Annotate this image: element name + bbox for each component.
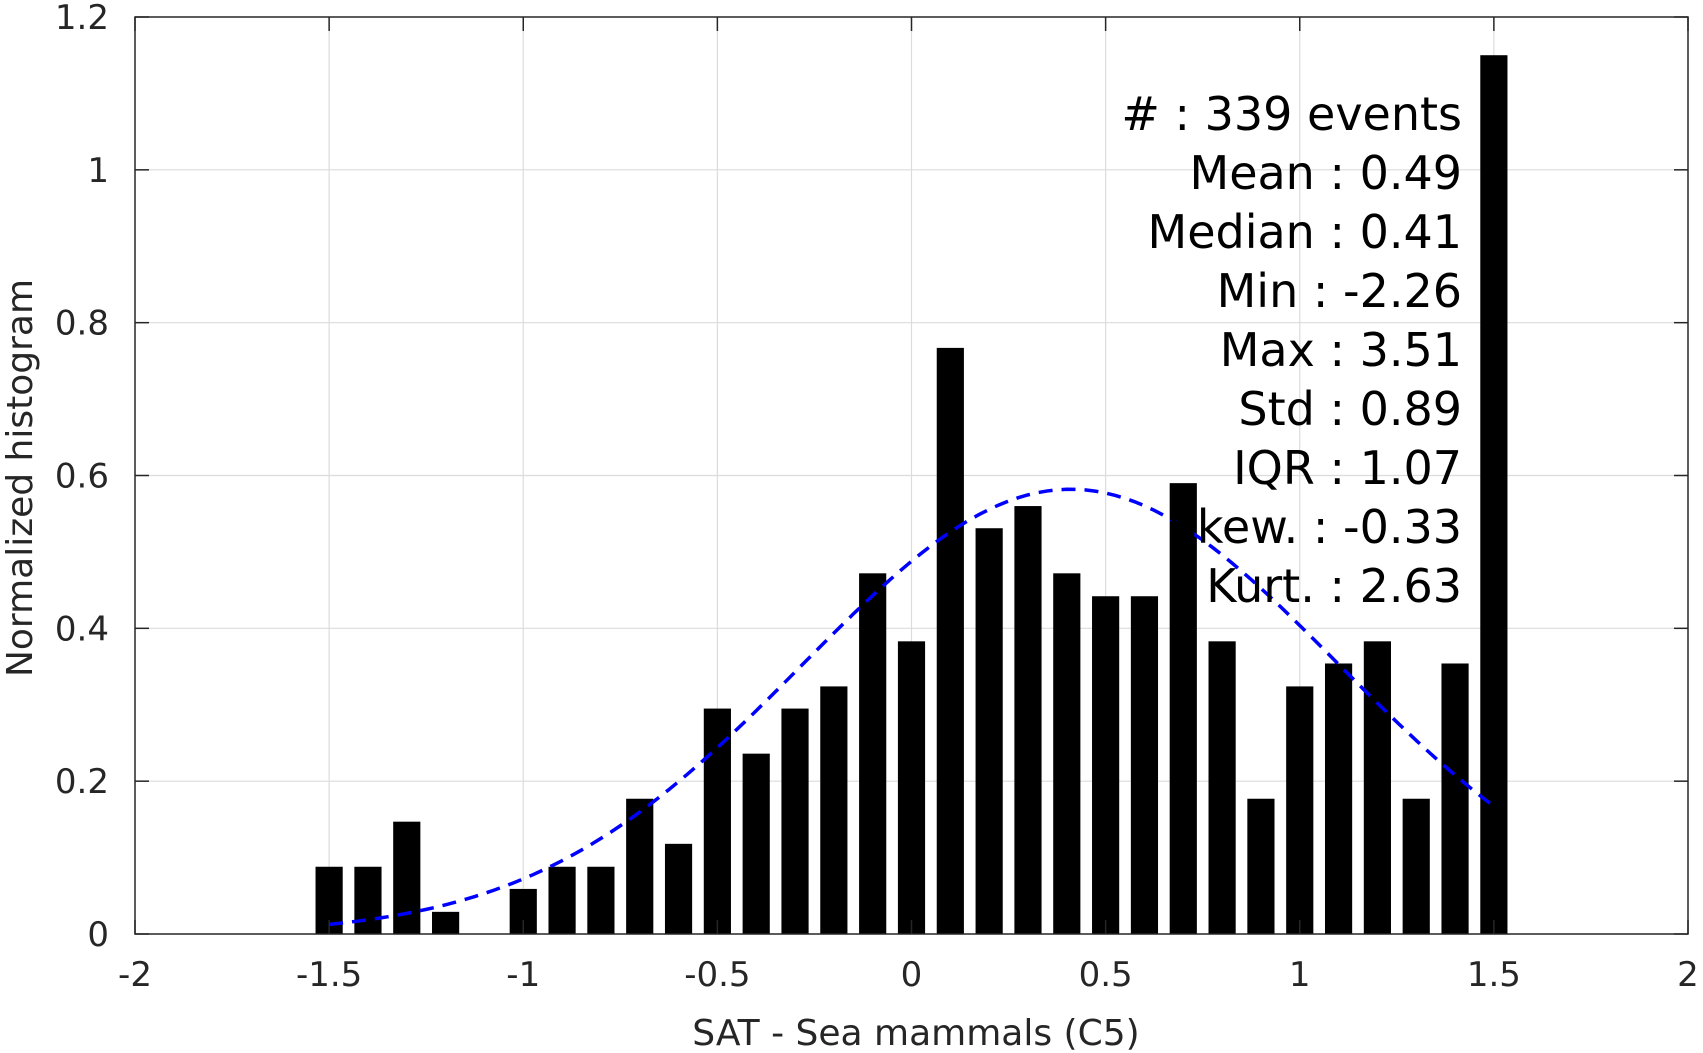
histogram-bar: [1053, 573, 1081, 934]
histogram-bar: [1092, 596, 1120, 934]
histogram-bar: [393, 821, 421, 934]
histogram-bar: [1441, 663, 1469, 934]
histogram-bar: [742, 753, 770, 934]
x-tick-label: 0: [901, 955, 923, 995]
x-tick-labels: -2 -1.5 -1 -0.5 0 0.5 1 1.5 2: [118, 955, 1699, 995]
fit-curve-layer: [328, 487, 1495, 927]
grid-lines: [135, 17, 1688, 934]
x-tick-label: 2: [1677, 955, 1699, 995]
stat-line: Min : -2.26: [1217, 264, 1462, 318]
histogram-bar: [975, 528, 1003, 934]
histogram-bar: [1480, 55, 1508, 935]
histogram-bar: [703, 708, 731, 934]
y-tick-labels: 0 0.2 0.4 0.6 0.8 1 1.2: [55, 0, 109, 955]
x-tick-label: 1.5: [1467, 955, 1521, 995]
x-tick-label: -1.5: [296, 955, 362, 995]
x-tick-label: 0.5: [1079, 955, 1133, 995]
axes: [134, 16, 1689, 935]
histogram-bar: [1014, 506, 1042, 934]
stat-line: Median : 0.41: [1148, 205, 1462, 259]
stat-line: IQR : 1.07: [1233, 441, 1462, 495]
y-tick-label: 0.6: [55, 457, 109, 497]
histogram-bar: [1363, 641, 1391, 934]
histogram-bar: [548, 866, 576, 934]
histogram-bar: [1247, 798, 1275, 934]
histogram-bar: [897, 641, 926, 934]
normal-fit-curve: [328, 487, 1495, 927]
y-axis-label: Normalized histogram: [0, 279, 41, 677]
histogram-bar: [587, 866, 615, 934]
stat-line: Kurt. : 2.63: [1206, 559, 1462, 613]
histogram-bar: [859, 573, 887, 934]
y-tick-label: 0: [87, 915, 109, 955]
histogram-bar: [1130, 596, 1159, 934]
histogram-bar: [1402, 798, 1430, 934]
y-tick-label: 0.4: [55, 609, 109, 649]
histogram-bar: [1324, 663, 1353, 934]
histogram-bar: [664, 843, 693, 934]
histogram-bar: [1208, 641, 1236, 934]
x-axis-label: SAT - Sea mammals (C5): [692, 1013, 1139, 1053]
histogram-bar: [1169, 483, 1197, 934]
x-tick-label: -1: [506, 955, 540, 995]
histogram-bars: [315, 55, 1508, 935]
stat-line: # : 339 events: [1121, 87, 1462, 141]
y-tick-label: 1: [87, 151, 109, 191]
histogram-bar: [432, 911, 460, 934]
x-tick-label: 1: [1289, 955, 1311, 995]
y-tick-label: 0.8: [55, 304, 109, 344]
histogram-bar: [936, 347, 964, 934]
x-tick-label: -2: [118, 955, 152, 995]
histogram-bar: [626, 798, 654, 934]
histogram-bar: [820, 686, 848, 934]
stat-line: Skew. : -0.33: [1168, 500, 1462, 554]
histogram-bar: [1286, 686, 1314, 934]
stat-line: Std : 0.89: [1238, 382, 1462, 436]
stat-line: Max : 3.51: [1220, 323, 1462, 377]
x-tick-label: -0.5: [684, 955, 750, 995]
histogram-bar: [354, 866, 382, 934]
histogram-bar: [781, 708, 809, 934]
y-tick-label: 1.2: [55, 0, 109, 38]
y-tick-label: 0.2: [55, 762, 109, 802]
stat-line: Mean : 0.49: [1190, 146, 1463, 200]
